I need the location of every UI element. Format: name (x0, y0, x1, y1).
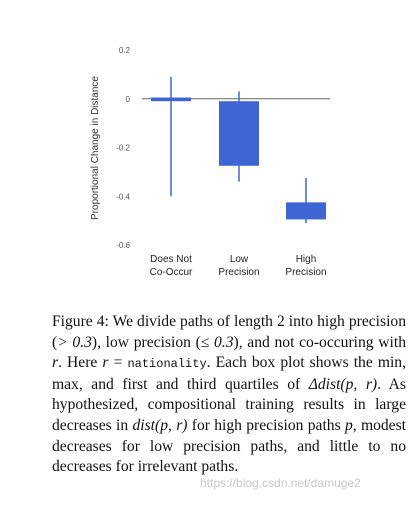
y-axis-label: Proportional Change in Distance (90, 76, 101, 220)
y-tick-label: -0.2 (116, 144, 130, 153)
watermark-text: https://blog.csdn.net/damuge2 (200, 476, 361, 490)
y-tick-label: 0 (126, 95, 131, 104)
y-tick-label: 0.2 (119, 46, 131, 55)
figure-caption: Figure 4: We divide paths of length 2 in… (52, 313, 406, 476)
category-label: Does Not (150, 254, 192, 265)
category-label: Low (230, 254, 249, 265)
y-tick-label: -0.4 (116, 192, 130, 201)
box-plot-chart: Proportional Change in Distance 0.2 0 -0.2… (90, 46, 330, 278)
category-label: Precision (285, 267, 326, 278)
y-tick-label: -0.6 (116, 241, 130, 250)
box (219, 101, 259, 166)
category-label: Co-Occur (150, 267, 193, 278)
box (151, 97, 191, 102)
category-label: Precision (218, 267, 259, 278)
category-label: High (296, 254, 317, 265)
box (286, 202, 326, 220)
